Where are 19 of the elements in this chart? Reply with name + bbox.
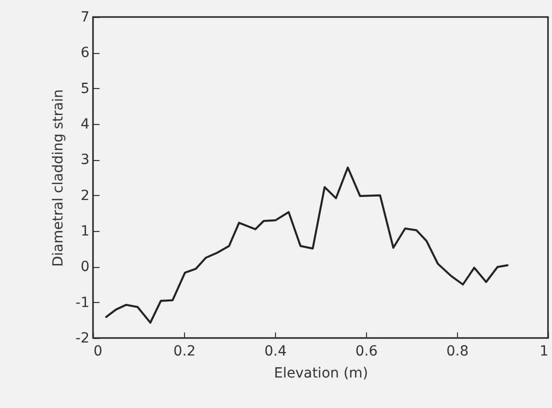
y-tick-label: 5 — [80, 80, 90, 97]
x-tick-label: 0.4 — [264, 344, 287, 360]
y-tick-label: -1 — [76, 294, 90, 311]
x-tick-label: 0.2 — [173, 344, 196, 360]
y-tick-label: 4 — [80, 116, 90, 132]
x-axis-title: Elevation (m) — [274, 366, 368, 382]
y-axis-title: Diametral cladding strain — [50, 89, 67, 267]
x-tick-label: 0 — [94, 344, 102, 360]
x-tick-label: 0.8 — [446, 344, 469, 360]
y-tick-label: 6 — [80, 45, 90, 62]
x-tick-label: 0.6 — [355, 344, 378, 360]
line-series — [105, 166, 509, 324]
y-tick-label: 3 — [80, 152, 90, 168]
y-tick-label: 0 — [80, 259, 90, 276]
y-tick-label: 2 — [80, 188, 90, 204]
y-tick-label: 1 — [80, 224, 90, 240]
y-tick-label: 7 — [80, 10, 90, 26]
x-tick-label: 1 — [540, 344, 548, 360]
y-tick-label: -2 — [76, 330, 90, 346]
